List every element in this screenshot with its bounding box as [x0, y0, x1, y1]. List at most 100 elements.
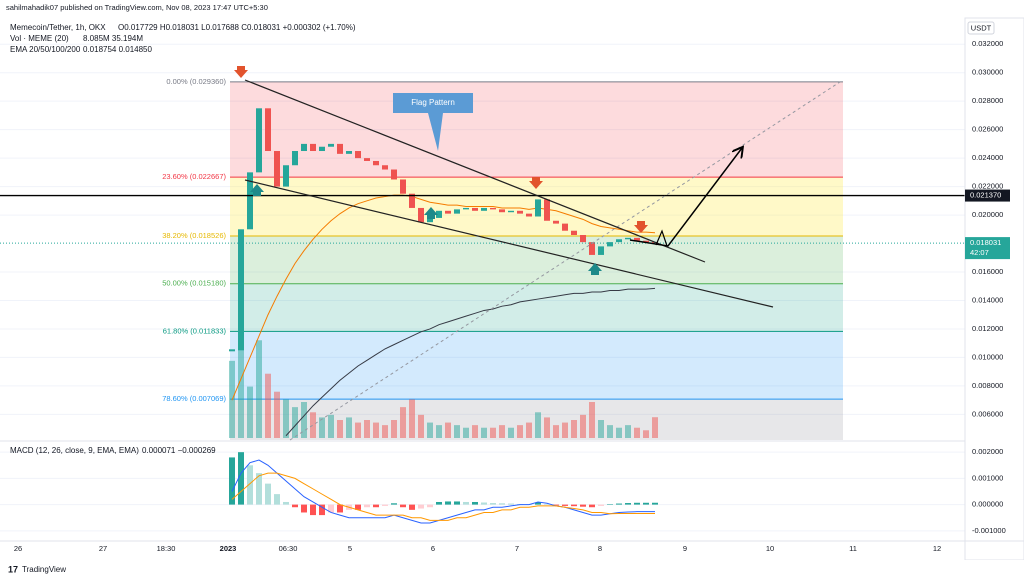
fib-zone [230, 81, 843, 178]
fib-label: 0.00% (0.029360) [166, 77, 226, 86]
volume-bar [400, 407, 406, 438]
candle [418, 207, 424, 223]
candle [634, 237, 640, 241]
volume-bar [346, 417, 352, 438]
volume-bar [580, 414, 586, 438]
candle [346, 151, 352, 154]
volume-bar [319, 417, 325, 438]
candle [265, 108, 271, 152]
volume-bar [652, 417, 658, 438]
volume-bar [535, 412, 541, 438]
projection-arrow [629, 148, 742, 247]
candle [301, 143, 307, 152]
candle [436, 210, 442, 218]
fib-label: 38.20% (0.018526) [162, 231, 226, 240]
macd-histogram [625, 503, 631, 505]
candle [625, 237, 631, 240]
macd-histogram [616, 503, 622, 505]
candle [238, 229, 244, 351]
candle [472, 207, 478, 211]
candle [598, 246, 604, 255]
volume-bar [382, 425, 388, 438]
footer: TradingView [22, 565, 66, 574]
macd-histogram [373, 504, 379, 508]
macd-legend: MACD (12, 26, close, 9, EMA, EMA) [10, 446, 139, 455]
time-label: 27 [99, 544, 107, 553]
volume-bar [481, 427, 487, 438]
y-tick-label: 0.026000 [972, 125, 1003, 134]
macd-histogram [463, 501, 469, 505]
macd-line [231, 459, 656, 524]
volume-bar [238, 322, 244, 438]
macd-histogram [598, 504, 604, 506]
currency-button[interactable] [967, 21, 995, 35]
candle [553, 220, 559, 224]
macd-histogram [337, 504, 343, 513]
candle [481, 207, 487, 211]
y-tick-label: 0.030000 [972, 68, 1003, 77]
candle [229, 349, 235, 352]
volume-bar [445, 422, 451, 438]
volume-bar [292, 407, 298, 438]
macd-tick-label: -0.001000 [972, 526, 1006, 535]
fib-trend-line [289, 79, 844, 441]
symbol: Memecoin/Tether, 1h, OKX [10, 23, 106, 32]
projection-spike [655, 229, 668, 247]
ema-20 [231, 194, 656, 401]
macd-tick-label: 0.001000 [972, 473, 1003, 482]
y-tick-label: 0.010000 [972, 352, 1003, 361]
candle [382, 165, 388, 170]
time-label: 06:30 [279, 544, 298, 553]
candle [373, 160, 379, 166]
macd-tick-label: 0.000000 [972, 500, 1003, 509]
macd-histogram [634, 502, 640, 505]
volume-bar [247, 386, 253, 438]
candle [337, 143, 343, 154]
macd-histogram [535, 502, 541, 505]
candle [454, 209, 460, 214]
candle [589, 242, 595, 255]
volume-bar [463, 427, 469, 438]
volume-bar [274, 391, 280, 438]
time-label: 10 [766, 544, 774, 553]
hline-label: 0.021370 [970, 191, 1001, 200]
candle [391, 169, 397, 180]
volume-bar [571, 420, 577, 438]
volume-bar [310, 412, 316, 438]
fib-label: 61.80% (0.011833) [163, 326, 227, 335]
macd-histogram [319, 504, 325, 516]
y-tick-label: 0.008000 [972, 381, 1003, 390]
candle [328, 143, 334, 147]
candle [283, 165, 289, 187]
candle [607, 242, 613, 247]
time-label: 18:30 [157, 544, 176, 553]
volume-bar [607, 425, 613, 438]
ema-200 [285, 287, 656, 437]
macd-histogram [571, 504, 577, 507]
candle [292, 151, 298, 166]
candle [400, 179, 406, 194]
time-label: 5 [348, 544, 352, 553]
macd-histogram [391, 503, 397, 505]
macd-histogram [652, 502, 658, 505]
candle [616, 239, 622, 243]
volume-bar [589, 402, 595, 438]
volume-bar [562, 422, 568, 438]
price-axis [964, 17, 1024, 561]
candle [571, 230, 577, 235]
ema-values: 0.018754 0.014850 [83, 45, 153, 54]
macd-histogram [274, 494, 280, 505]
callout [393, 93, 473, 151]
time-label: 12 [933, 544, 941, 553]
volume-bar [283, 399, 289, 438]
volume-bar [328, 414, 334, 438]
up-markers [250, 184, 602, 275]
macd-histogram [490, 503, 496, 505]
candle [463, 207, 469, 210]
footer-bar [0, 560, 1024, 581]
candle [256, 108, 262, 173]
macd-histogram [499, 503, 505, 505]
macd-histogram [382, 504, 388, 506]
